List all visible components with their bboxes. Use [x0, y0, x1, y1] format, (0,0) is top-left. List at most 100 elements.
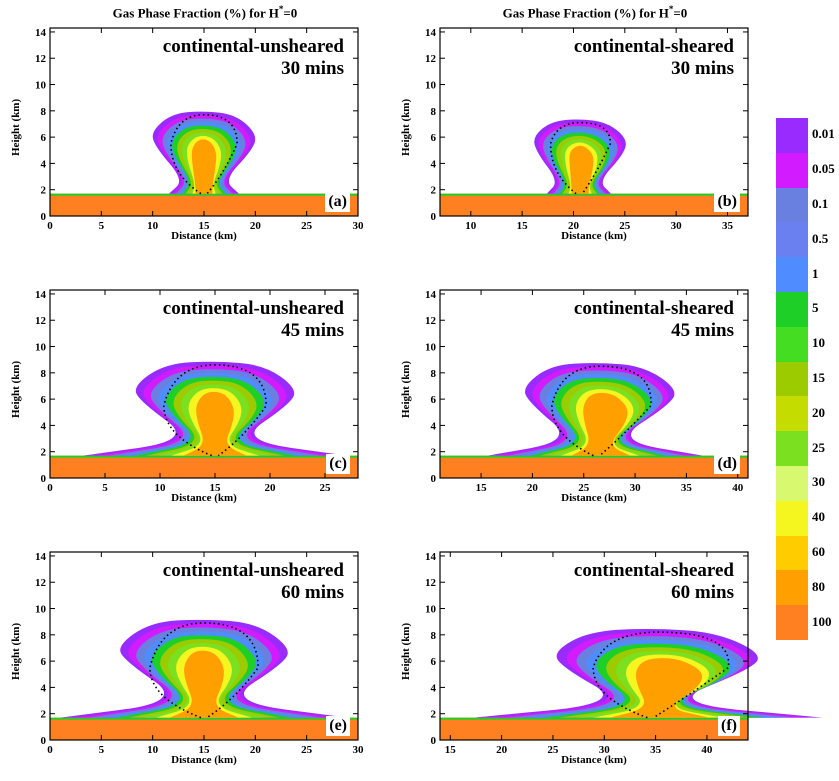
boundary-layer	[50, 193, 358, 216]
dotted-contour	[170, 113, 238, 195]
y-tick-label: 4	[431, 420, 437, 432]
boundary-layer	[440, 455, 748, 478]
x-tick-label: 5	[102, 482, 108, 494]
dotted-contour	[549, 121, 612, 195]
y-tick-label: 12	[425, 577, 437, 589]
y-tick-label: 6	[431, 656, 437, 668]
panel-tag: (f)	[718, 716, 740, 736]
y-tick-label: 4	[41, 158, 47, 170]
boundary-layer-edge	[50, 193, 358, 196]
y-tick-label: 10	[425, 80, 437, 92]
x-tick-label: 10	[465, 220, 477, 232]
x-tick-label: 20	[250, 220, 261, 232]
x-tick-label: 15	[199, 744, 211, 756]
x-axis-label: Distance (km)	[561, 492, 627, 504]
boundary-layer	[440, 193, 748, 216]
colorbar-label: 0.1	[812, 196, 829, 211]
case-name: continental-sheared	[573, 298, 734, 319]
x-tick-label: 30	[630, 482, 642, 494]
chart-panel: 0 5 10 15 20 25 0 2 4 6 8 10 12 14 continental-unshear…	[10, 289, 359, 504]
boundary-layer-edge	[50, 455, 358, 458]
cloud-contour-level	[571, 392, 631, 456]
column-title-left: Gas Phase Fraction (%) for H*=0	[112, 4, 298, 21]
case-name: continental-sheared	[573, 560, 734, 581]
colorbar-label: 0.5	[812, 230, 829, 246]
x-axis-label: Distance (km)	[171, 754, 237, 766]
colorbar-label: 30	[812, 474, 825, 490]
y-axis-label: Height (km)	[10, 98, 22, 156]
y-tick-label: 6	[41, 132, 47, 144]
case-time: 30 mins	[671, 58, 734, 79]
colorbar-swatch	[776, 465, 808, 501]
y-tick-label: 10	[425, 342, 437, 354]
plot-area: 15 20 25 30 35 40 0 2 4 6 8 10 12 14	[425, 551, 823, 756]
x-tick-label: 25	[301, 744, 313, 756]
chart-panel: 0 5 10 15 20 25 30 0 2 4 6 8 10 12 14 continental-unshe…	[10, 27, 364, 242]
y-tick-label: 12	[35, 577, 47, 589]
boundary-layer-edge	[440, 193, 748, 196]
colorbar-swatch	[776, 431, 808, 466]
colorbar-label: 100	[812, 613, 832, 629]
y-tick-label: 2	[41, 709, 47, 721]
y-tick-label: 4	[41, 420, 47, 432]
x-tick-label: 35	[722, 220, 734, 232]
plot-area: 10 15 20 25 30 35 0 2 4 6 8 10 12 14	[425, 27, 749, 232]
x-tick-label: 35	[681, 482, 693, 494]
x-tick-label: 20	[250, 744, 261, 756]
case-time: 30 mins	[281, 58, 344, 79]
x-tick-label: 20	[265, 482, 277, 494]
case-name: continental-sheared	[573, 36, 734, 57]
boundary-layer	[50, 455, 358, 478]
case-time: 45 mins	[281, 320, 344, 341]
x-tick-label: 0	[47, 482, 53, 494]
x-tick-label: 30	[353, 220, 365, 232]
y-tick-label: 8	[431, 106, 437, 118]
chart-panel: 10 15 20 25 30 35 0 2 4 6 8 10 12 14 continental-shear…	[400, 27, 749, 242]
x-tick-label: 15	[199, 220, 211, 232]
colorbar-swatch	[776, 396, 808, 432]
cloud-contour-level	[169, 650, 239, 718]
panel-tag: (e)	[326, 716, 350, 736]
y-tick-label: 6	[431, 394, 437, 406]
y-tick-label: 2	[41, 185, 47, 197]
colorbar-swatch	[776, 361, 808, 397]
colorbar-label: 60	[812, 544, 825, 559]
y-tick-label: 6	[41, 656, 47, 668]
x-tick-label: 20	[568, 220, 580, 232]
y-axis-label: Height (km)	[400, 622, 412, 680]
y-tick-label: 14	[35, 27, 47, 39]
x-tick-label: 25	[320, 482, 332, 494]
x-tick-label: 40	[701, 744, 713, 756]
colorbar-label: 80	[812, 578, 825, 594]
y-axis-label: Height (km)	[400, 98, 412, 156]
x-tick-label: 25	[301, 220, 313, 232]
case-time: 60 mins	[281, 582, 344, 603]
colorbar-swatch	[776, 535, 808, 571]
y-axis-label: Height (km)	[10, 622, 22, 680]
cloud-contour-level	[183, 391, 247, 456]
case-label: continental-sheared 60 mins	[574, 560, 734, 604]
case-time: 60 mins	[671, 582, 734, 603]
boundary-layer-edge	[50, 717, 358, 720]
colorbar-label: 15	[812, 370, 825, 385]
plot-frame	[439, 289, 749, 479]
y-tick-label: 0	[431, 211, 437, 223]
y-tick-label: 14	[35, 551, 47, 563]
y-axis-label: Height (km)	[10, 360, 22, 418]
y-tick-label: 10	[35, 604, 47, 616]
x-tick-label: 35	[650, 744, 662, 756]
y-tick-label: 8	[431, 368, 437, 380]
column-title-right: Gas Phase Fraction (%) for H*=0	[502, 4, 688, 21]
y-tick-label: 14	[425, 551, 437, 563]
colorbar-label: 25	[812, 439, 825, 455]
cloud-contour-level	[191, 139, 217, 194]
y-tick-label: 12	[35, 53, 47, 65]
plot-area: 0 5 10 15 20 25 0 2 4 6 8 10 12 14	[35, 289, 359, 494]
case-label: continental-sheared 45 mins	[574, 298, 734, 342]
colorbar-swatch	[776, 291, 808, 327]
chart-panel: 0 5 10 15 20 25 30 0 2 4 6 8 10 12 14 continental-unshe…	[10, 551, 364, 766]
case-label: continental-unsheared 60 mins	[163, 560, 344, 604]
y-tick-label: 4	[41, 682, 47, 694]
colorbar-swatch	[776, 187, 808, 223]
